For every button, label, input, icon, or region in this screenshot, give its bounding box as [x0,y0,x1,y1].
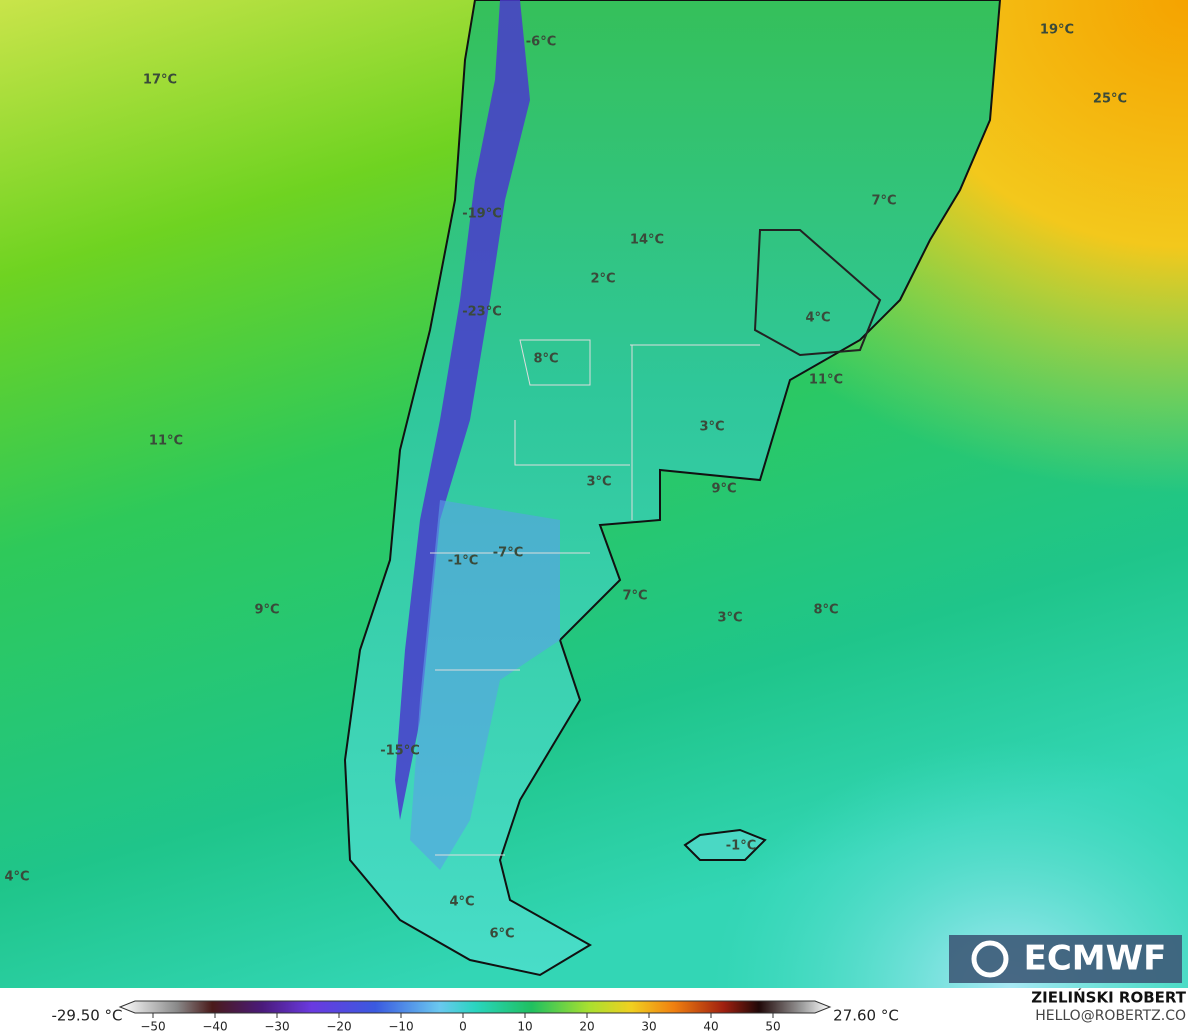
temperature-labels: 17°C -6°C 19°C 25°C 7°C -19°C 14°C 2°C -23°C 4°C 8… [4,23,1127,942]
colorbar-ticks: −50 −40 −30 −20 −10 0 10 20 30 40 50 [140,1013,781,1034]
temperature-label: 4°C [4,870,29,885]
colorbar-tick-label: −50 [140,1020,165,1034]
map: ECMWF [0,0,1188,988]
colorbar-tick-label: 40 [703,1020,718,1034]
temperature-label: 9°C [254,603,279,618]
patagonia-cold [410,500,560,870]
colorbar-min: -29.50 °C [51,1007,122,1025]
temperature-label: -15°C [380,744,420,759]
colorbar-tick-label: −10 [388,1020,413,1034]
falklands [683,828,767,861]
temperature-label: 17°C [143,73,177,88]
temperature-label: -1°C [726,839,756,854]
temperature-label: 4°C [805,311,830,326]
temperature-label: 4°C [449,895,474,910]
logo-icon [971,940,1009,978]
temperature-label: 7°C [871,194,896,209]
colorbar-tick-label: −40 [202,1020,227,1034]
temperature-label: 7°C [622,589,647,604]
temperature-label: 25°C [1093,92,1127,107]
temperature-label: -6°C [526,35,556,50]
colorbar-max: 27.60 °C [833,1007,899,1025]
temperature-label: 3°C [717,611,742,626]
temperature-label: 11°C [809,373,843,388]
credit-author: ZIELIŃSKI ROBERT [1031,988,1186,1007]
temperature-label: 3°C [586,475,611,490]
temperature-label: -7°C [493,546,523,561]
temperature-label: -1°C [448,554,478,569]
temperature-label: 2°C [590,272,615,287]
temperature-label: 8°C [813,603,838,618]
temperature-label: 8°C [533,352,558,367]
temperature-label: 14°C [630,233,664,248]
colorbar-tick-label: 30 [641,1020,656,1034]
temperature-label: 19°C [1040,23,1074,38]
land [343,0,1002,977]
colorbar [118,1000,832,1014]
colorbar-tick-label: 50 [765,1020,780,1034]
colorbar-tick-label: 0 [459,1020,467,1034]
colorbar-tick-label: 10 [517,1020,532,1034]
temperature-label: 3°C [699,420,724,435]
temperature-label: 6°C [489,927,514,942]
temperature-label: -19°C [462,207,502,222]
temperature-label: -23°C [462,305,502,320]
colorbar-tick-label: −20 [326,1020,351,1034]
provinces [430,339,760,856]
credit-contact: HELLO@ROBERTZ.CO [1035,1008,1186,1024]
temperature-label: 11°C [149,434,183,449]
logo-text: ECMWF [1024,939,1167,979]
temperature-label: 9°C [711,482,736,497]
colorbar-tick-label: 20 [579,1020,594,1034]
border-uruguay [753,229,882,357]
colorbar-tick-label: −30 [264,1020,289,1034]
